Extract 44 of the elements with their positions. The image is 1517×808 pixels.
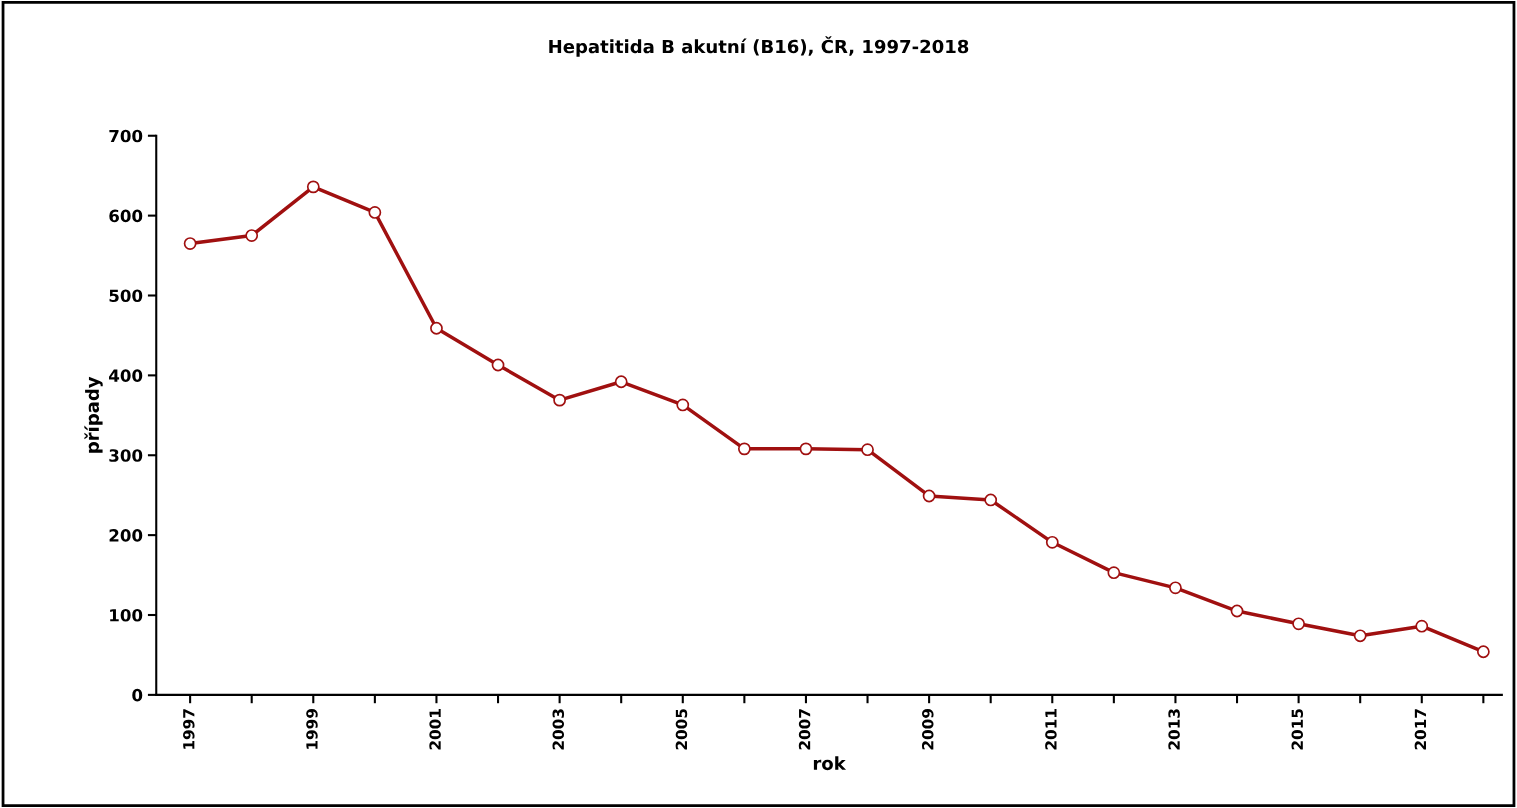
x-axis-title: rok	[813, 756, 847, 771]
point	[1476, 645, 1490, 659]
y-tick-label: 700	[109, 129, 143, 143]
point	[430, 321, 443, 335]
point	[1045, 535, 1059, 549]
y-tick-label: 100	[110, 608, 143, 622]
x-tick-label: 1997	[183, 709, 195, 749]
y-tick-label: 500	[109, 289, 143, 303]
point	[553, 393, 567, 407]
x-tick-label: 2003	[552, 709, 565, 750]
point	[1415, 619, 1429, 633]
y-tick-label: 300	[109, 449, 143, 462]
y-tick-label: 0	[132, 688, 143, 702]
x-tick-label: 2007	[798, 709, 811, 750]
point	[1353, 629, 1367, 643]
point	[614, 375, 628, 389]
y-tick-label: 400	[109, 369, 143, 382]
point	[676, 398, 690, 412]
y-tick-label: 600	[109, 209, 143, 223]
x-tick-label: 2011	[1045, 709, 1057, 750]
point	[799, 442, 813, 456]
point	[737, 442, 751, 456]
point	[1292, 617, 1305, 631]
x-tick-label: 2017	[1414, 709, 1427, 750]
point	[368, 206, 382, 219]
x-tick-label: 2009	[921, 709, 934, 750]
point	[861, 443, 874, 457]
point	[183, 237, 197, 250]
point	[491, 358, 505, 372]
y-axis-title: případy	[84, 376, 103, 453]
x-tick-label: 2015	[1291, 709, 1304, 750]
point	[1230, 604, 1244, 618]
point	[1107, 566, 1121, 580]
x-tick-label: 2005	[675, 709, 688, 750]
x-tick-label: 2001	[429, 709, 441, 750]
point	[245, 229, 259, 242]
point	[922, 489, 936, 503]
chart-title: Hepatitida B akutní (B16), ČR, 1997-2018	[549, 36, 969, 57]
x-tick-label: 1999	[306, 709, 318, 749]
x-tick-label: 2013	[1168, 709, 1180, 750]
point	[306, 180, 320, 194]
point	[984, 493, 998, 507]
point	[1169, 581, 1182, 595]
y-tick-label: 200	[109, 529, 143, 542]
